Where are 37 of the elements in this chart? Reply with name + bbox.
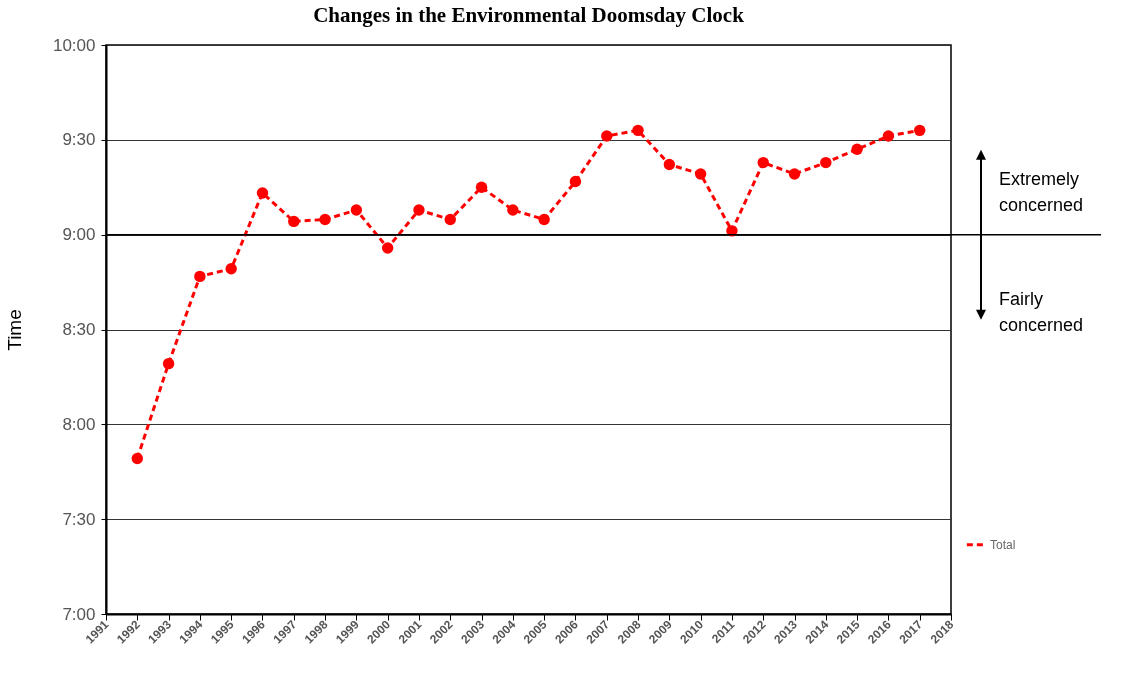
- point: [194, 270, 206, 283]
- y-tick-label: 9:30: [62, 130, 96, 150]
- point: [350, 204, 363, 216]
- text: Fairly concerned: [999, 288, 1084, 335]
- y-tick-label: 9:00: [62, 225, 96, 245]
- y-tick-label: 7:00: [62, 604, 96, 624]
- y-axis-title: Time: [3, 309, 25, 351]
- point: [131, 452, 143, 465]
- point: [632, 124, 644, 137]
- legend-label: Total: [990, 537, 1016, 552]
- y-tick-label: 8:30: [62, 320, 96, 339]
- point: [288, 215, 300, 228]
- y-tick-label: 7:30: [62, 509, 96, 529]
- point: [256, 187, 269, 199]
- point: [444, 213, 456, 226]
- point: [507, 204, 519, 216]
- point: [601, 130, 613, 142]
- chart-title: Changes in the Environmental Doomsday Clock: [313, 3, 745, 27]
- point: [569, 175, 582, 188]
- point: [882, 130, 895, 142]
- text: Extremely concerned: [999, 168, 1084, 215]
- point: [914, 124, 926, 137]
- point: [319, 213, 331, 226]
- y-tick-label: 8:00: [62, 414, 96, 434]
- point: [820, 156, 832, 169]
- point: [413, 204, 425, 216]
- point: [381, 242, 394, 254]
- point: [757, 156, 769, 169]
- point: [538, 213, 550, 226]
- point: [162, 357, 175, 370]
- point: [663, 158, 676, 171]
- point: [788, 168, 801, 180]
- point: [694, 168, 707, 180]
- point: [851, 143, 863, 156]
- point: [475, 181, 488, 193]
- point: [225, 263, 237, 275]
- y-tick-label: 10:00: [52, 35, 96, 55]
